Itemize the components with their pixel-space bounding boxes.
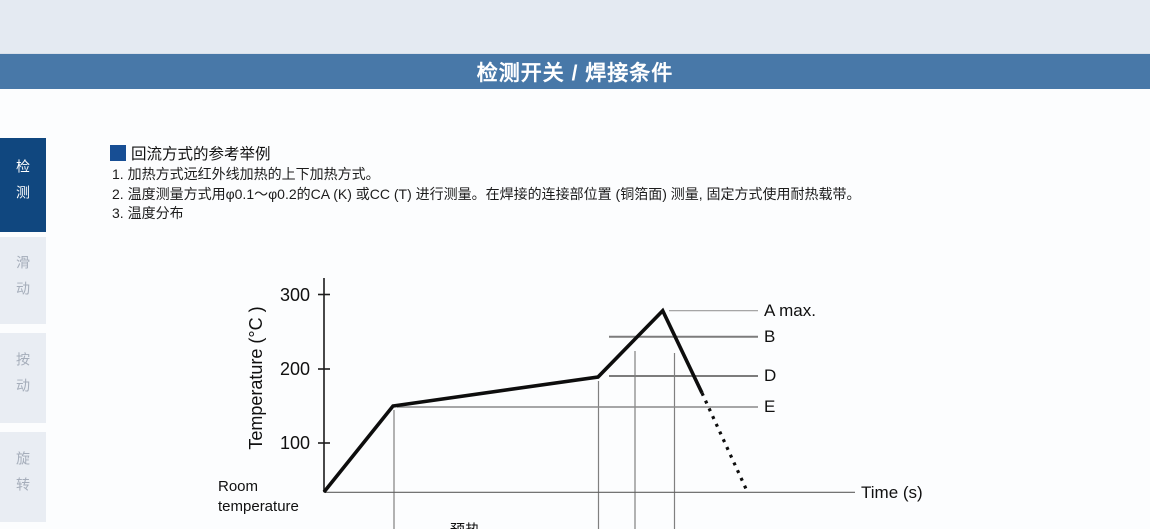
section-heading: 回流方式的参考举例	[131, 146, 271, 163]
y-tick-100: 100	[279, 433, 310, 453]
top-band	[0, 0, 1150, 53]
y-tick-200: 200	[279, 359, 310, 379]
note-line-2: 2. 温度测量方式用φ0.1～φ0.2的CA (K) 或CC (T) 进行测量。…	[112, 185, 861, 202]
ref-line-label-a-max: A max.	[764, 301, 816, 320]
sidebar-tab-detection[interactable]: 检测	[0, 138, 46, 232]
ref-line-label-e: E	[764, 397, 776, 416]
sidebar-tab-push[interactable]: 按动	[0, 333, 46, 423]
sidebar-tab-rotary[interactable]: 旋转	[0, 432, 46, 522]
room-temperature-line2: temperature	[218, 497, 299, 515]
sidebar-tab-slide[interactable]: 滑动	[0, 237, 46, 324]
note-line-1: 1. 加热方式远红外线加热的上下加热方式。	[112, 166, 380, 182]
note-line-3: 3. 温度分布	[112, 205, 184, 221]
ref-line-label-b: B	[764, 327, 776, 346]
ref-line-label-d: D	[764, 366, 777, 385]
room-temperature-label: Room temperature	[218, 477, 299, 516]
page-title-bar: 检测开关 / 焊接条件	[0, 53, 1150, 89]
y-tick-300: 300	[279, 285, 310, 305]
x-axis-title: Time (s)	[861, 483, 923, 502]
section-heading-row: 回流方式的参考举例	[110, 142, 271, 164]
page-title: 检测开关 / 焊接条件	[476, 61, 674, 85]
section-marker-icon	[110, 145, 126, 161]
room-temperature-line1: Room	[218, 478, 259, 495]
preheat-zone-label: 预热	[450, 519, 480, 529]
notes-list: 1. 加热方式远红外线加热的上下加热方式。 2. 温度测量方式用φ0.1～φ0.…	[112, 165, 861, 224]
